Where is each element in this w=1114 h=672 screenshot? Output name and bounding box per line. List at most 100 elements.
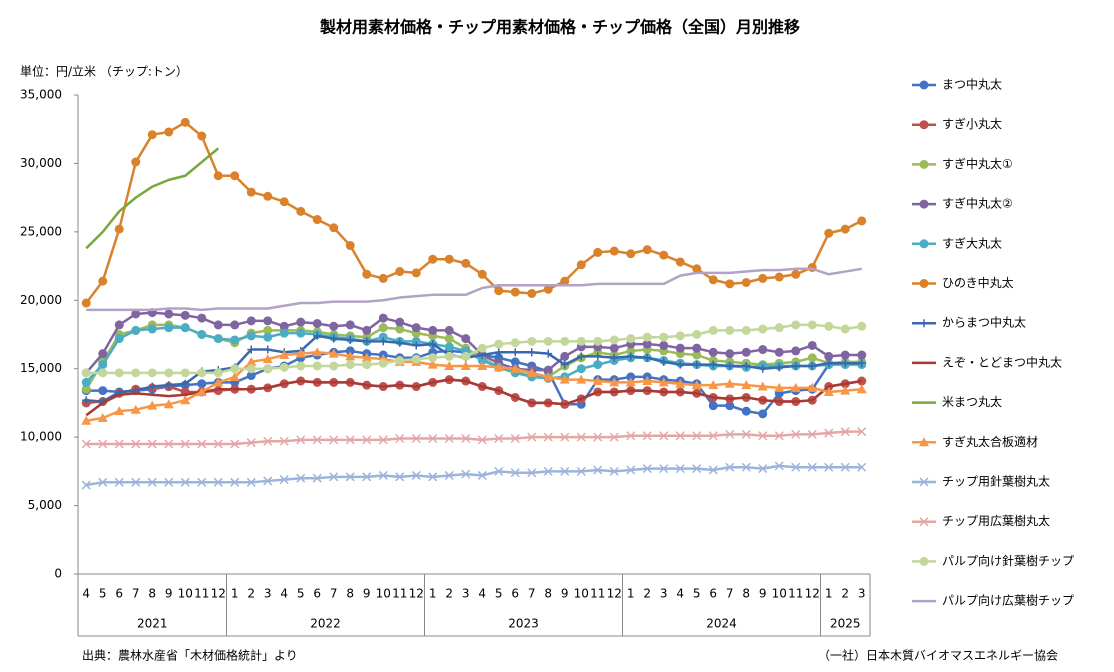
data-point [774, 272, 784, 282]
data-point [841, 359, 850, 368]
data-point [560, 336, 570, 346]
x-tick-label: 2 [643, 587, 651, 601]
legend-label: すぎ大丸太 [942, 235, 1002, 250]
data-point [197, 313, 207, 323]
data-point [131, 439, 141, 449]
data-point [329, 435, 339, 445]
data-point [758, 364, 767, 373]
data-point [692, 431, 702, 441]
data-point [279, 328, 289, 338]
data-point [164, 368, 174, 378]
data-point [263, 364, 273, 374]
x-tick-label: 9 [759, 587, 767, 601]
data-point [312, 435, 322, 445]
data-point [98, 439, 108, 449]
data-point [180, 439, 190, 449]
series-line [86, 267, 862, 312]
data-point [197, 368, 207, 378]
data-point [576, 364, 586, 374]
year-label: 2024 [706, 617, 737, 631]
data-point [741, 347, 751, 357]
x-tick-label: 3 [858, 587, 866, 601]
data-point [807, 382, 818, 392]
x-tick-label: 12 [805, 587, 820, 601]
x-tick-label: 9 [561, 587, 569, 601]
data-point [411, 268, 421, 278]
data-point [741, 325, 751, 335]
data-point [296, 435, 306, 445]
data-point [213, 368, 223, 378]
data-point [81, 439, 91, 449]
data-point [148, 382, 157, 391]
data-point [741, 406, 751, 416]
data-point [411, 470, 421, 480]
data-point [180, 395, 191, 405]
data-point [659, 332, 669, 342]
x-tick-label: 12 [607, 587, 622, 601]
data-point [444, 325, 454, 335]
y-tick-label: 15,000 [20, 361, 62, 375]
data-point [412, 341, 421, 350]
data-point [263, 316, 273, 326]
data-point [675, 464, 685, 474]
x-tick-label: 9 [363, 587, 371, 601]
data-point [213, 171, 223, 181]
x-tick-label: 1 [429, 587, 437, 601]
y-tick-label: 10,000 [20, 430, 62, 444]
data-point [312, 215, 322, 225]
data-point [180, 117, 190, 127]
data-point [395, 267, 405, 277]
x-tick-label: 8 [148, 587, 156, 601]
data-point [197, 131, 207, 141]
data-point [345, 320, 355, 330]
data-point [807, 320, 817, 330]
data-point [577, 352, 586, 361]
credit: （一社）日本木質バイオマスエネルギー協会 [818, 648, 1058, 663]
x-tick-label: 11 [194, 587, 209, 601]
data-point [593, 352, 602, 361]
chart-title: 製材用素材価格・チップ用素材価格・チップ価格（全国）月別推移 [319, 18, 800, 37]
data-point [230, 335, 240, 345]
data-point [742, 361, 751, 370]
data-point [361, 352, 372, 362]
data-point [444, 351, 454, 361]
data-point [840, 324, 850, 334]
data-point [329, 361, 339, 371]
data-point [626, 249, 636, 259]
data-point [395, 472, 405, 482]
data-point [197, 330, 207, 339]
data-point [724, 378, 735, 388]
data-point [708, 380, 719, 390]
legend-label: 米まつ丸太 [942, 394, 1002, 409]
data-point [130, 404, 141, 414]
x-tick-label: 11 [590, 587, 605, 601]
data-point [609, 377, 620, 387]
data-point [378, 470, 388, 480]
data-point [807, 353, 817, 363]
data-point [642, 431, 652, 441]
data-point [708, 347, 718, 357]
data-point [857, 359, 866, 368]
data-point [246, 187, 256, 197]
data-point [494, 348, 503, 357]
data-point [642, 464, 652, 474]
data-point [147, 477, 157, 487]
data-point [246, 364, 256, 374]
data-point [180, 323, 190, 333]
data-point [840, 427, 850, 437]
data-point [428, 254, 438, 264]
x-tick-label: 2 [247, 587, 255, 601]
data-point [659, 340, 669, 350]
data-point [494, 286, 504, 296]
data-point [362, 337, 371, 346]
data-point [114, 406, 125, 416]
x-tick-label: 8 [544, 587, 552, 601]
y-tick-label: 20,000 [20, 293, 62, 307]
data-point [164, 477, 174, 487]
data-point [362, 269, 372, 279]
data-point [725, 325, 735, 335]
data-point [823, 386, 834, 396]
data-point [98, 360, 108, 370]
data-point [543, 466, 553, 476]
data-point [494, 339, 504, 349]
